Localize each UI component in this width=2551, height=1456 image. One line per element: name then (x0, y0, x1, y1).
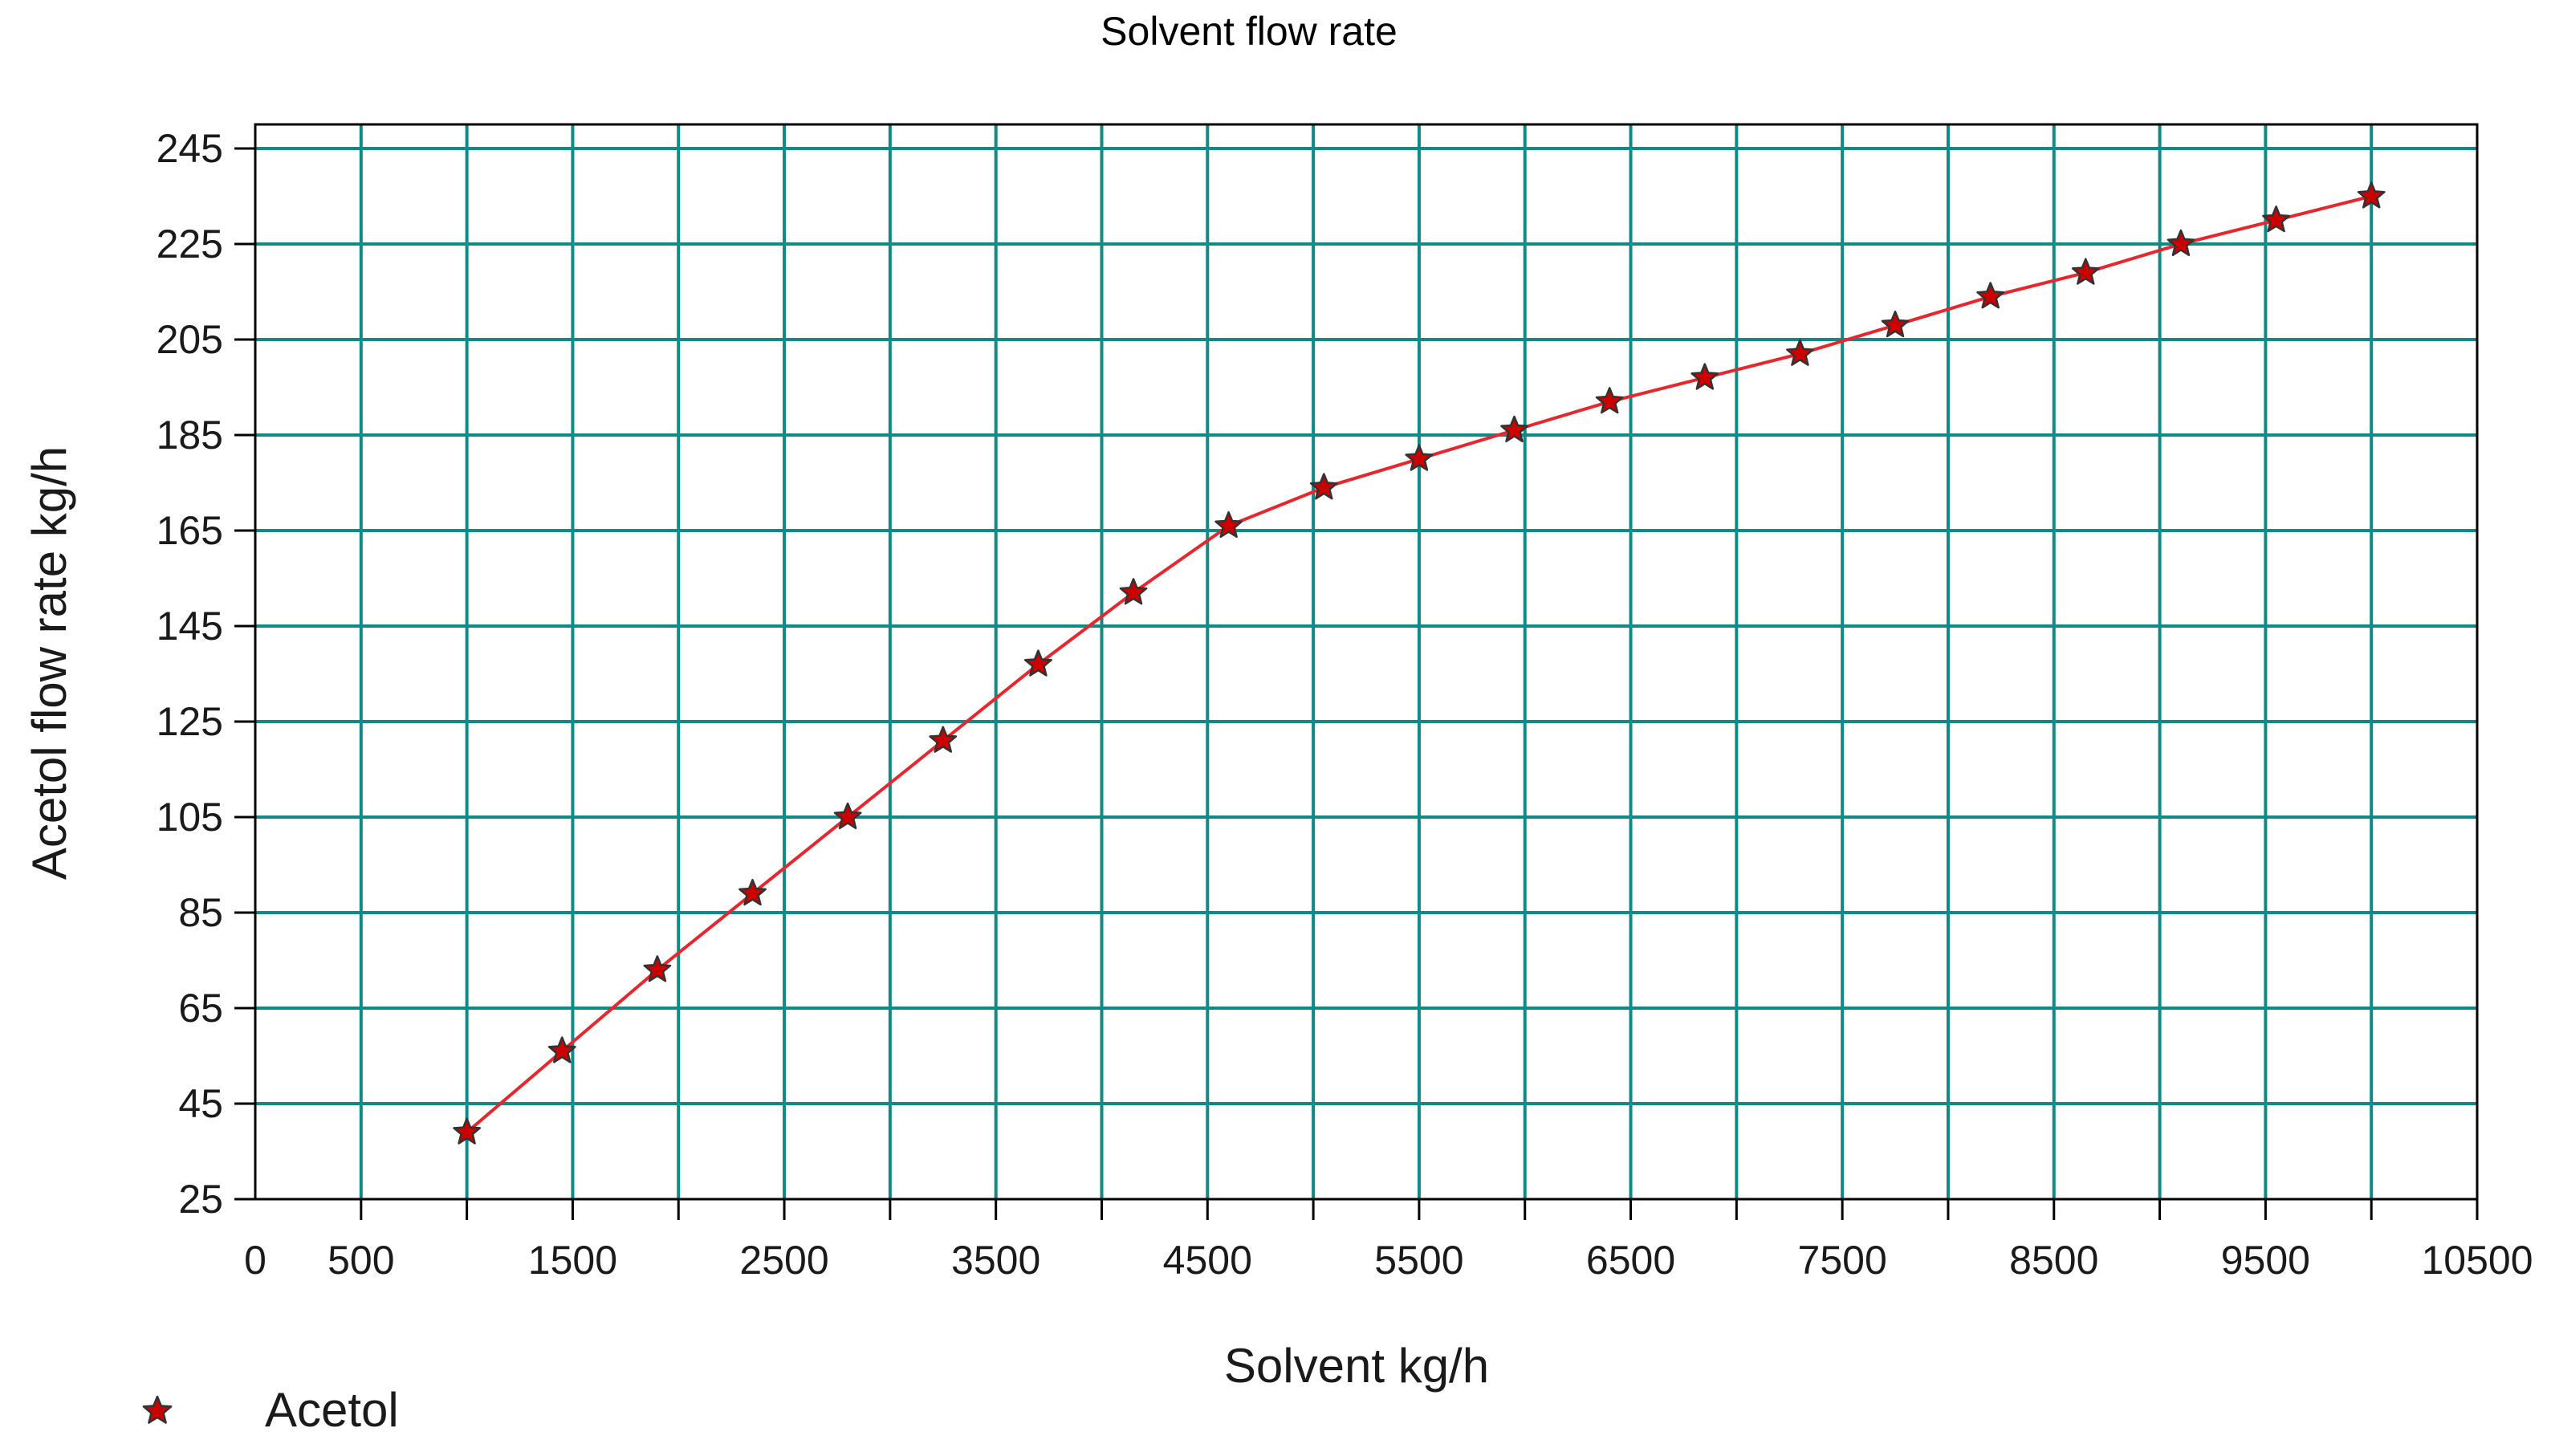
y-tick-label: 65 (178, 986, 223, 1031)
x-axis: 0 500 1500 2500 3500 4500 5500 6500 7500 8500 9500… (244, 1199, 2533, 1283)
data-point (1595, 387, 1624, 414)
y-tick-label: 45 (178, 1081, 223, 1126)
data-point (643, 955, 672, 982)
series-acetol (453, 181, 2386, 1145)
y-tick-label: 165 (157, 508, 223, 553)
x-tick-label: 0 (244, 1238, 266, 1283)
x-tick-label: 7500 (1798, 1238, 1887, 1283)
x-tick-label: 6500 (1586, 1238, 1675, 1283)
chart-title: Solvent flow rate (1101, 9, 1398, 54)
data-point (1786, 339, 1814, 366)
y-tick-label: 25 (178, 1177, 223, 1222)
x-tick-label: 9500 (2221, 1238, 2310, 1283)
x-tick-label: 3500 (951, 1238, 1040, 1283)
y-tick-label: 205 (157, 317, 223, 362)
x-tick-label: 1500 (528, 1238, 617, 1283)
legend-label: Acetol (265, 1383, 399, 1437)
data-point (2167, 229, 2195, 257)
data-point (1214, 510, 1243, 539)
y-axis-label: Acetol flow rate kg/h (22, 446, 76, 880)
x-tick-label: 8500 (2009, 1238, 2098, 1283)
data-point (1881, 310, 1910, 338)
legend-star-icon (142, 1395, 173, 1424)
y-tick-label: 125 (157, 699, 223, 744)
data-point (1309, 473, 1338, 500)
x-tick-label: 2500 (739, 1238, 828, 1283)
grid (255, 124, 2477, 1199)
y-tick-label: 105 (157, 795, 223, 840)
x-tick-label: 500 (328, 1238, 394, 1283)
data-point (1500, 415, 1528, 443)
data-point (1976, 282, 2005, 309)
x-tick-label: 5500 (1374, 1238, 1463, 1283)
data-point (2262, 205, 2290, 233)
legend: Acetol (142, 1383, 399, 1437)
data-point (738, 878, 767, 906)
x-tick-label: 10500 (2421, 1238, 2533, 1283)
data-point (453, 1117, 482, 1145)
data-point (547, 1036, 576, 1064)
data-point (1690, 363, 1719, 390)
y-tick-label: 185 (157, 413, 223, 458)
data-point (2071, 258, 2100, 285)
y-tick-label: 145 (157, 604, 223, 649)
data-point (833, 802, 862, 830)
x-axis-label: Solvent kg/h (1224, 1339, 1489, 1393)
x-tick-label: 4500 (1163, 1238, 1252, 1283)
data-point (929, 726, 958, 753)
data-point (1119, 578, 1148, 605)
y-tick-label: 245 (157, 126, 223, 171)
y-tick-label: 225 (157, 222, 223, 266)
data-point (2357, 181, 2386, 209)
data-point (1023, 649, 1052, 677)
y-axis: 25 45 65 85 105 125 145 165 185 205 225 245 (157, 126, 255, 1222)
y-tick-label: 85 (178, 890, 223, 935)
plot-frame (254, 123, 2479, 1201)
data-point (1405, 444, 1434, 471)
legend-marker-star-icon (142, 1395, 173, 1424)
